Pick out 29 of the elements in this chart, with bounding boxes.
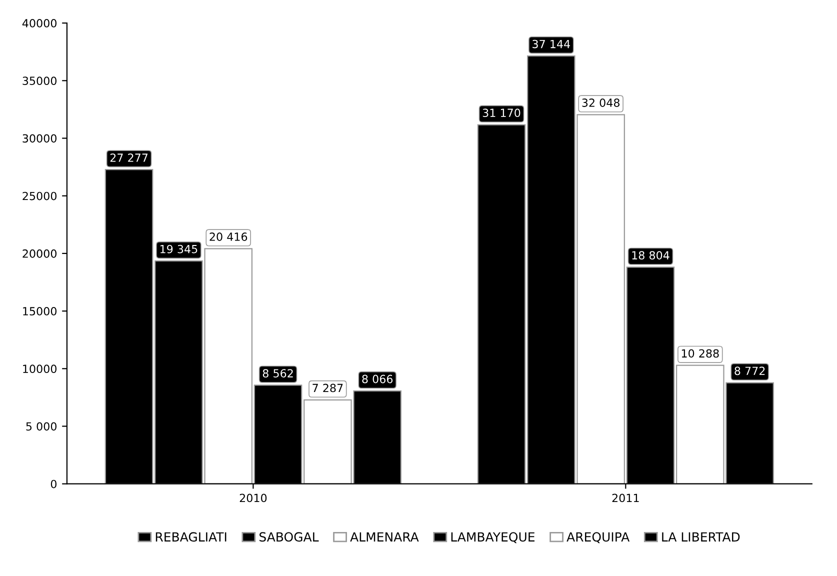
data-label: 37 144 (532, 40, 570, 48)
data-label: 8 772 (734, 366, 765, 376)
data-label: 7 287 (312, 384, 343, 392)
y-tick-label: 30000 (22, 134, 56, 143)
legend-label: AREQUIPA (566, 532, 630, 544)
data-label: 8 562 (262, 369, 293, 378)
data-label: 10 288 (682, 349, 719, 358)
data-label: 27 277 (110, 153, 148, 162)
data-label: 19 345 (160, 244, 198, 254)
data-label: 32 048 (582, 98, 620, 107)
y-tick-label: 10000 (23, 364, 56, 374)
data-label: 31 170 (482, 108, 520, 118)
data-label: 20 416 (210, 232, 248, 241)
y-tick-label: 5 000 (26, 422, 56, 431)
x-tick-label: 2011 (612, 494, 639, 502)
y-tick-label: 0 (50, 480, 56, 488)
data-label: 8 066 (362, 374, 393, 384)
y-tick-label: 15000 (23, 307, 56, 316)
y-tick-label: 20000 (22, 249, 56, 258)
data-label: 18 804 (632, 251, 670, 260)
legend-label: SABOGAL (260, 532, 319, 542)
legend-label: REBAGLIATI (156, 532, 226, 542)
y-tick-label: 25000 (22, 192, 56, 200)
y-tick-label: 40000 (22, 19, 56, 28)
y-tick-label: 35000 (22, 76, 56, 86)
legend-label: LAMBAYEQUE (451, 532, 534, 544)
legend-label: ALMENARA (350, 532, 419, 542)
x-tick-label: 2010 (240, 494, 267, 502)
legend-label: LA LIBERTAD (662, 532, 740, 542)
